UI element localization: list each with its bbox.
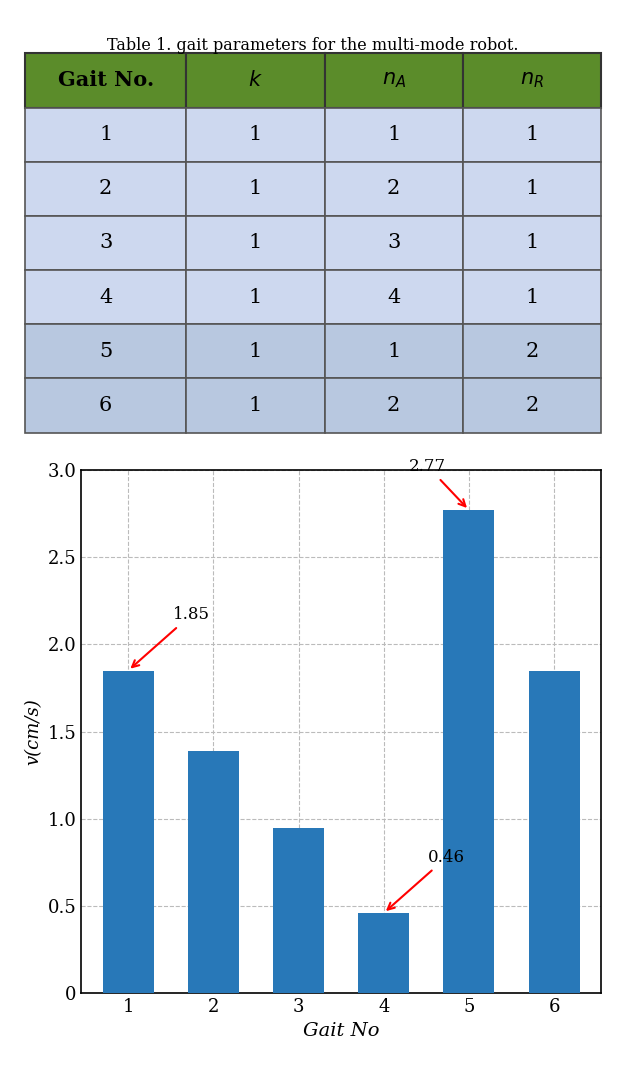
Bar xyxy=(463,270,601,325)
Bar xyxy=(324,161,463,216)
Bar xyxy=(103,671,154,993)
Bar xyxy=(25,270,187,325)
Text: 0.46: 0.46 xyxy=(387,849,465,910)
Y-axis label: v(cm/s): v(cm/s) xyxy=(24,698,42,765)
Bar xyxy=(25,161,187,216)
Text: 4: 4 xyxy=(387,287,400,307)
Bar xyxy=(187,325,324,378)
Text: 1: 1 xyxy=(525,287,538,307)
Bar xyxy=(463,53,601,108)
Text: 1: 1 xyxy=(249,287,262,307)
Bar xyxy=(324,53,463,108)
Text: 1.85: 1.85 xyxy=(132,607,210,668)
Text: 1: 1 xyxy=(249,342,262,361)
Bar xyxy=(324,108,463,161)
Text: 2.77: 2.77 xyxy=(409,458,465,506)
Bar xyxy=(25,108,187,161)
Bar xyxy=(187,161,324,216)
Bar xyxy=(528,671,580,993)
Text: 2: 2 xyxy=(99,179,112,199)
Text: 1: 1 xyxy=(249,396,262,415)
Text: 6: 6 xyxy=(99,396,112,415)
Text: 2: 2 xyxy=(387,396,400,415)
Bar xyxy=(25,53,187,108)
Bar xyxy=(187,216,324,270)
Bar xyxy=(324,216,463,270)
Text: 1: 1 xyxy=(387,342,400,361)
Bar xyxy=(25,325,187,378)
Bar xyxy=(324,378,463,433)
Text: Table 1. gait parameters for the multi-mode robot.: Table 1. gait parameters for the multi-m… xyxy=(107,37,519,54)
Text: 1: 1 xyxy=(525,179,538,199)
Text: 5: 5 xyxy=(99,342,112,361)
Bar xyxy=(25,216,187,270)
Bar xyxy=(463,216,601,270)
Text: 1: 1 xyxy=(387,125,400,144)
Bar xyxy=(187,53,324,108)
Text: 1: 1 xyxy=(249,125,262,144)
Text: 2: 2 xyxy=(525,396,538,415)
Text: 1: 1 xyxy=(525,234,538,252)
Text: 1: 1 xyxy=(99,125,112,144)
Text: $n_{A}$: $n_{A}$ xyxy=(381,70,406,91)
Bar xyxy=(188,751,239,993)
Text: Gait No.: Gait No. xyxy=(58,70,154,91)
Bar xyxy=(463,161,601,216)
Text: 1: 1 xyxy=(249,179,262,199)
Text: 1: 1 xyxy=(525,125,538,144)
Bar xyxy=(273,828,324,993)
Bar xyxy=(187,270,324,325)
Text: 3: 3 xyxy=(387,234,400,252)
Text: 2: 2 xyxy=(525,342,538,361)
Text: 1: 1 xyxy=(249,234,262,252)
Text: 2: 2 xyxy=(387,179,400,199)
Bar xyxy=(463,325,601,378)
Bar xyxy=(358,913,409,993)
Bar xyxy=(324,325,463,378)
Text: $n_{R}$: $n_{R}$ xyxy=(520,70,544,91)
Bar xyxy=(187,108,324,161)
Text: $k$: $k$ xyxy=(248,70,263,91)
Text: 3: 3 xyxy=(99,234,112,252)
Bar xyxy=(324,270,463,325)
Bar xyxy=(25,378,187,433)
Bar xyxy=(187,378,324,433)
Text: 4: 4 xyxy=(99,287,112,307)
Bar xyxy=(443,511,495,993)
Bar xyxy=(463,378,601,433)
Bar xyxy=(463,108,601,161)
X-axis label: Gait No: Gait No xyxy=(303,1022,379,1039)
